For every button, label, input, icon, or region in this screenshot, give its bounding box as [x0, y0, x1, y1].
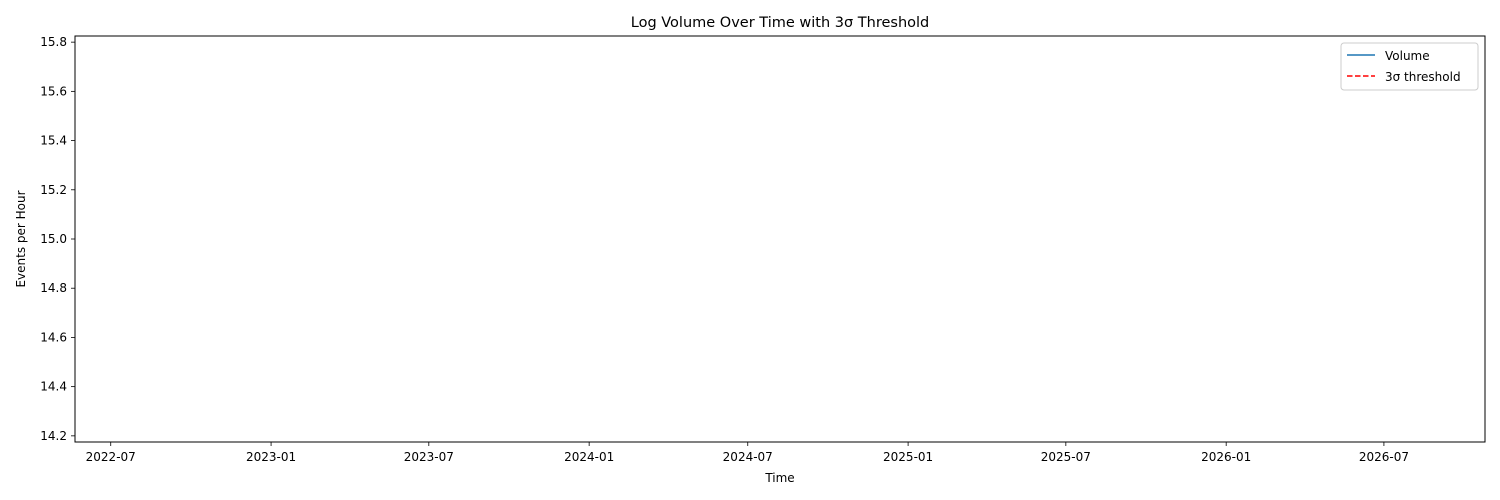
legend-box [1340, 42, 1479, 91]
y-tick-label: 15.6 [40, 84, 67, 98]
y-tick-label: 14.2 [40, 429, 67, 443]
x-tick-label: 2023-07 [404, 450, 454, 464]
legend-threshold-label: 3σ threshold [1385, 70, 1461, 84]
y-tick-label: 15.0 [40, 232, 67, 246]
x-tick-label: 2024-07 [723, 450, 773, 464]
x-tick-label: 2022-07 [86, 450, 136, 464]
x-tick-label: 2026-07 [1359, 450, 1409, 464]
y-tick-label: 14.8 [40, 281, 67, 295]
plot-frame [74, 35, 1486, 443]
y-axis-title: Events per Hour [14, 190, 28, 287]
y-tick-label: 15.2 [40, 183, 67, 197]
x-tick-label: 2025-07 [1041, 450, 1091, 464]
x-tick-label: 2023-01 [246, 450, 296, 464]
y-tick-label: 15.4 [40, 134, 67, 148]
y-tick-label: 14.4 [40, 380, 67, 394]
x-tick-label: 2026-01 [1201, 450, 1251, 464]
x-tick-label: 2024-01 [564, 450, 614, 464]
x-axis-title: Time [764, 471, 794, 485]
chart-title: Log Volume Over Time with 3σ Threshold [631, 15, 929, 31]
y-axis-ticks: 14.2 14.4 14.6 14.8 15.0 15.2 15.4 15.6 15.8 [40, 35, 75, 443]
legend-volume-label: Volume [1385, 49, 1430, 63]
legend: Volume 3σ threshold [1340, 42, 1479, 91]
x-axis-ticks: 2022-07 2023-01 2023-07 2024-01 2024-07 2025-… [86, 442, 1409, 464]
y-tick-label: 14.6 [40, 330, 67, 344]
plot-area [75, 36, 1485, 442]
x-tick-label: 2025-01 [883, 450, 933, 464]
y-tick-label: 15.8 [40, 35, 67, 49]
